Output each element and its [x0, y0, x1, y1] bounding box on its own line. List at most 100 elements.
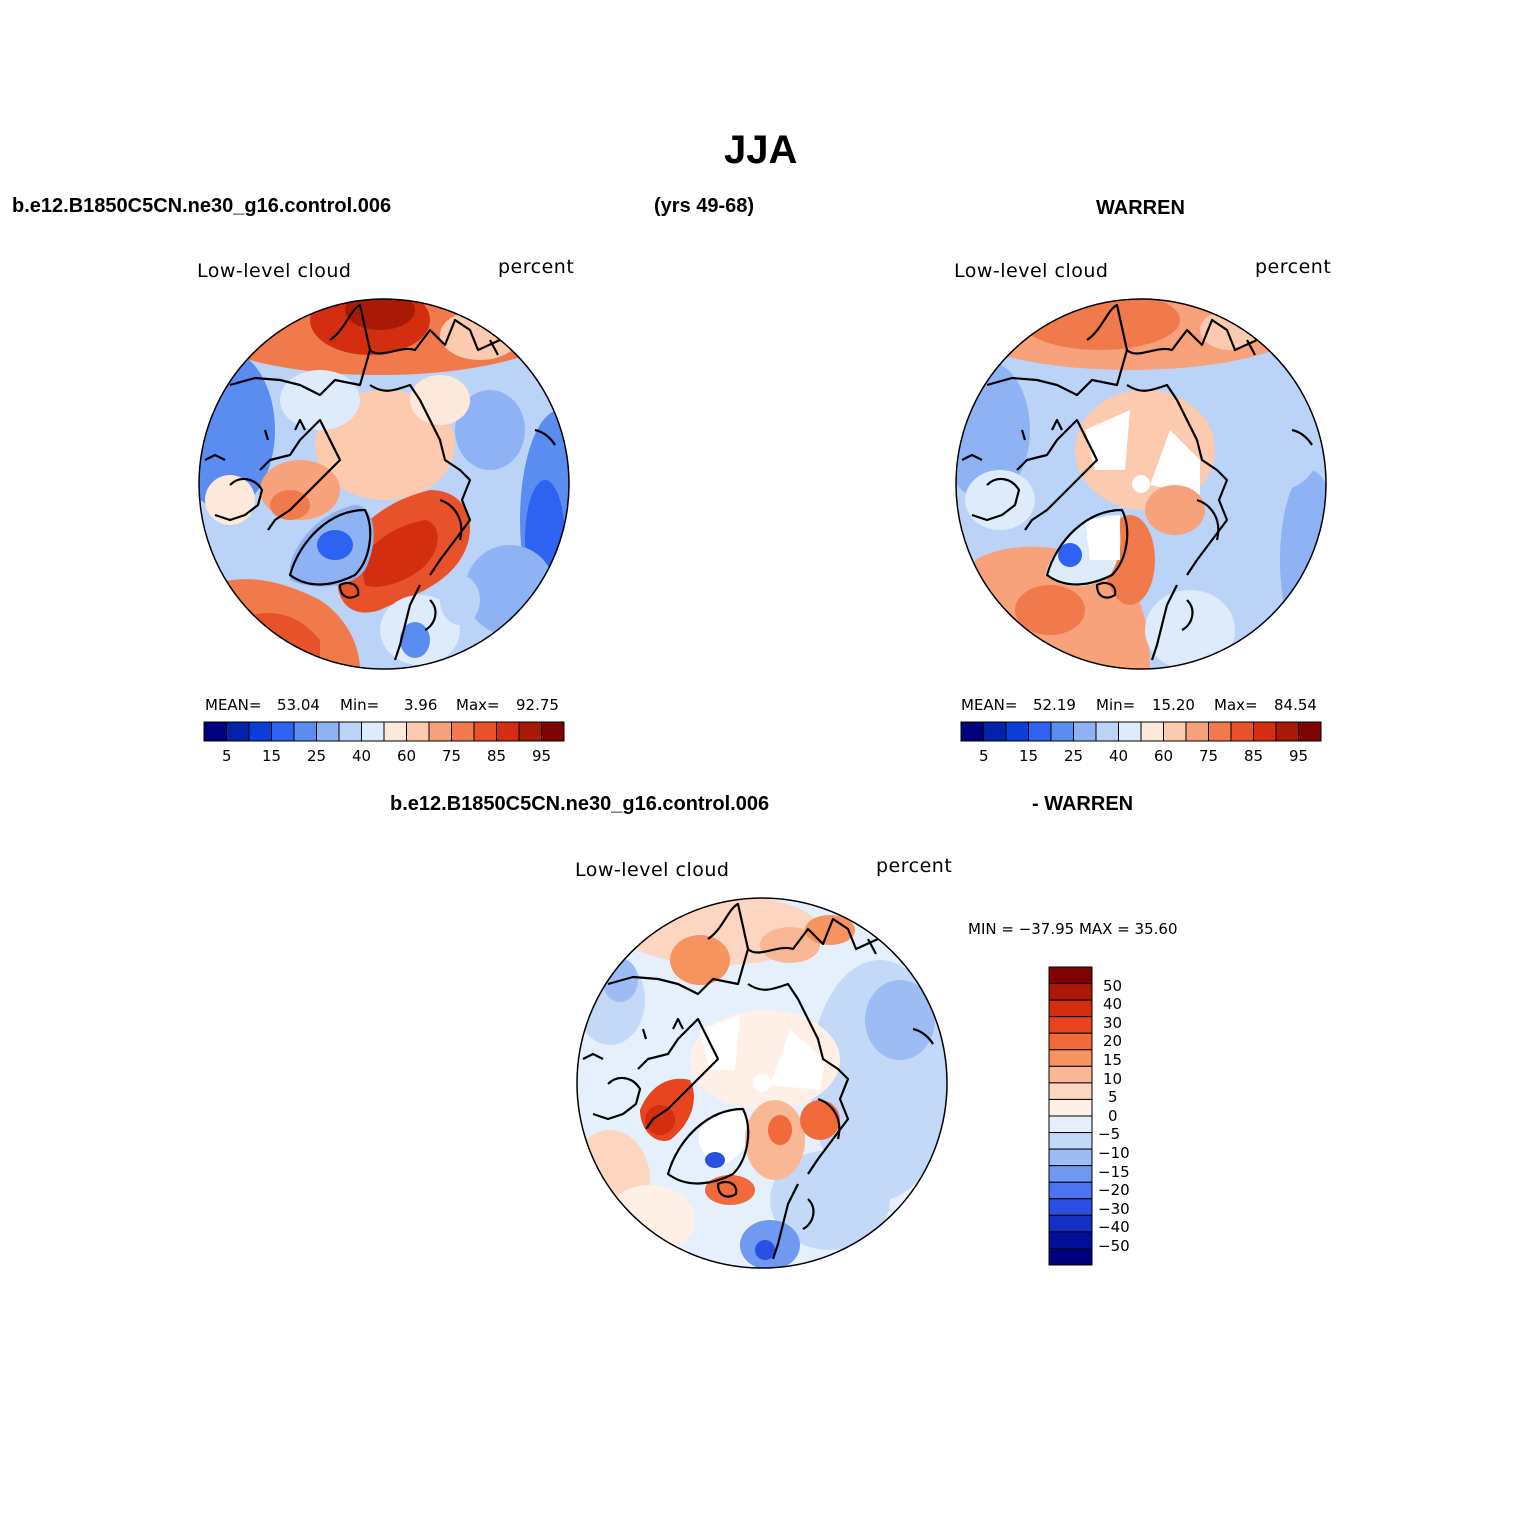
colorbar-swatch [960, 721, 984, 742]
panel2-units-label: percent [1255, 256, 1332, 278]
diff-colorbar-swatch [1048, 1115, 1093, 1134]
diff-colorbar-swatch [1048, 1016, 1093, 1034]
panel1-map [199, 299, 569, 669]
diffcb-label: −30 [1098, 1200, 1130, 1218]
colorbar-swatch [226, 721, 250, 742]
panel2-mean-value: 52.19 [1033, 696, 1076, 714]
diff-map [577, 898, 947, 1268]
diffcb-label: −10 [1098, 1144, 1130, 1162]
panel2-map [956, 299, 1326, 669]
colorbar-swatch [473, 721, 497, 742]
colorbar-swatch [383, 721, 407, 742]
diff-colorbar-swatch [1048, 1065, 1093, 1084]
diff-colorbar-swatch [1048, 1148, 1093, 1167]
cb1-tick: 75 [442, 747, 462, 765]
diff-colorbar-swatch [1048, 1165, 1093, 1183]
panel2-var-label: Low-level cloud [954, 260, 1109, 282]
case-name-header: b.e12.B1850C5CN.ne30_g16.control.006 [12, 195, 392, 217]
diffcb-label: −50 [1098, 1237, 1130, 1255]
panel1-min-label: Min= [340, 696, 380, 714]
diff-units-label: percent [876, 855, 953, 877]
colorbar-swatch [428, 721, 452, 742]
cb2-tick: 40 [1109, 747, 1129, 765]
panel1-max-value: 92.75 [516, 696, 559, 714]
panel2-min-label: Min= [1096, 696, 1136, 714]
colorbar-swatch [541, 721, 565, 742]
colorbar-swatch [983, 721, 1007, 742]
years-header: (yrs 49-68) [654, 195, 755, 217]
panel1-var-label: Low-level cloud [197, 260, 352, 282]
colorbar-swatch [451, 721, 475, 742]
colorbar-swatch [1208, 721, 1232, 742]
cb1-tick: 85 [487, 747, 507, 765]
obs-name-header: WARREN [1096, 197, 1185, 219]
diffcb-label: 30 [1103, 1014, 1123, 1032]
colorbar-swatch [1163, 721, 1187, 742]
diff-colorbar-swatch [1048, 999, 1093, 1018]
diffcb-label: 5 [1108, 1088, 1118, 1106]
diffcb-label: −40 [1098, 1218, 1130, 1236]
diff-colorbar-swatch [1048, 966, 1093, 985]
cb2-tick: 5 [979, 747, 989, 765]
colorbar-swatch [1230, 721, 1254, 742]
cb1-tick: 25 [307, 747, 327, 765]
cb2-tick: 15 [1019, 747, 1039, 765]
diff-colorbar-swatch [1048, 1032, 1093, 1051]
colorbar-swatch [1185, 721, 1209, 742]
colorbar-swatch [361, 721, 385, 742]
panel1-units-label: percent [498, 256, 575, 278]
panel2-max-value: 84.54 [1274, 696, 1317, 714]
colorbar-swatch [406, 721, 430, 742]
diff-colorbar-swatch [1048, 1198, 1093, 1216]
cb1-tick: 95 [532, 747, 552, 765]
diffcb-label: 40 [1103, 995, 1123, 1013]
panel1-min-value: 3.96 [404, 696, 438, 714]
panel1-max-label: Max= [456, 696, 500, 714]
diffcb-label: 0 [1108, 1107, 1118, 1125]
panel1-map-border [198, 298, 570, 670]
cb2-tick: 25 [1064, 747, 1084, 765]
panel1-colorbar [203, 721, 565, 742]
diff-colorbar-swatch [1048, 1231, 1093, 1249]
colorbar-swatch [1095, 721, 1119, 742]
diff-colorbar-swatch [1048, 1214, 1093, 1233]
colorbar-swatch [1253, 721, 1277, 742]
cb2-tick: 85 [1244, 747, 1264, 765]
panel2-mean-label: MEAN= [961, 696, 1018, 714]
diff-colorbar-swatch [1048, 1181, 1093, 1200]
panel2-max-label: Max= [1214, 696, 1258, 714]
diff-colorbar-swatch [1048, 983, 1093, 1001]
colorbar-swatch [1028, 721, 1052, 742]
diff-subtitle-right: - WARREN [1032, 793, 1134, 815]
cb1-tick: 15 [262, 747, 282, 765]
colorbar-swatch [203, 721, 227, 742]
colorbar-swatch [316, 721, 340, 742]
colorbar-swatch [293, 721, 317, 742]
diff-colorbar-swatch [1048, 1098, 1093, 1117]
colorbar-swatch [1118, 721, 1142, 742]
panel2-map-border [955, 298, 1327, 670]
diff-colorbar-swatch [1048, 1082, 1093, 1100]
diff-colorbar-swatch [1048, 1247, 1093, 1266]
colorbar-swatch [1005, 721, 1029, 742]
cb1-tick: 40 [352, 747, 372, 765]
cb1-tick: 60 [397, 747, 417, 765]
diff-colorbar [1048, 966, 1093, 1266]
cb2-tick: 75 [1199, 747, 1219, 765]
colorbar-swatch [496, 721, 520, 742]
colorbar-swatch [248, 721, 272, 742]
cb2-tick: 95 [1289, 747, 1309, 765]
colorbar-swatch [1050, 721, 1074, 742]
colorbar-swatch [1073, 721, 1097, 742]
diffcb-label: −5 [1098, 1125, 1121, 1143]
diffcb-label: 50 [1103, 977, 1123, 995]
diff-minmax: MIN = −37.95 MAX = 35.60 [968, 920, 1178, 938]
diffcb-label: 10 [1103, 1070, 1123, 1088]
panel1-mean-value: 53.04 [277, 696, 320, 714]
cb2-tick: 60 [1154, 747, 1174, 765]
cb1-tick: 5 [222, 747, 232, 765]
colorbar-swatch [1298, 721, 1322, 742]
diff-colorbar-swatch [1048, 1132, 1093, 1150]
diffcb-label: 15 [1103, 1051, 1123, 1069]
diffcb-label: −20 [1098, 1181, 1130, 1199]
